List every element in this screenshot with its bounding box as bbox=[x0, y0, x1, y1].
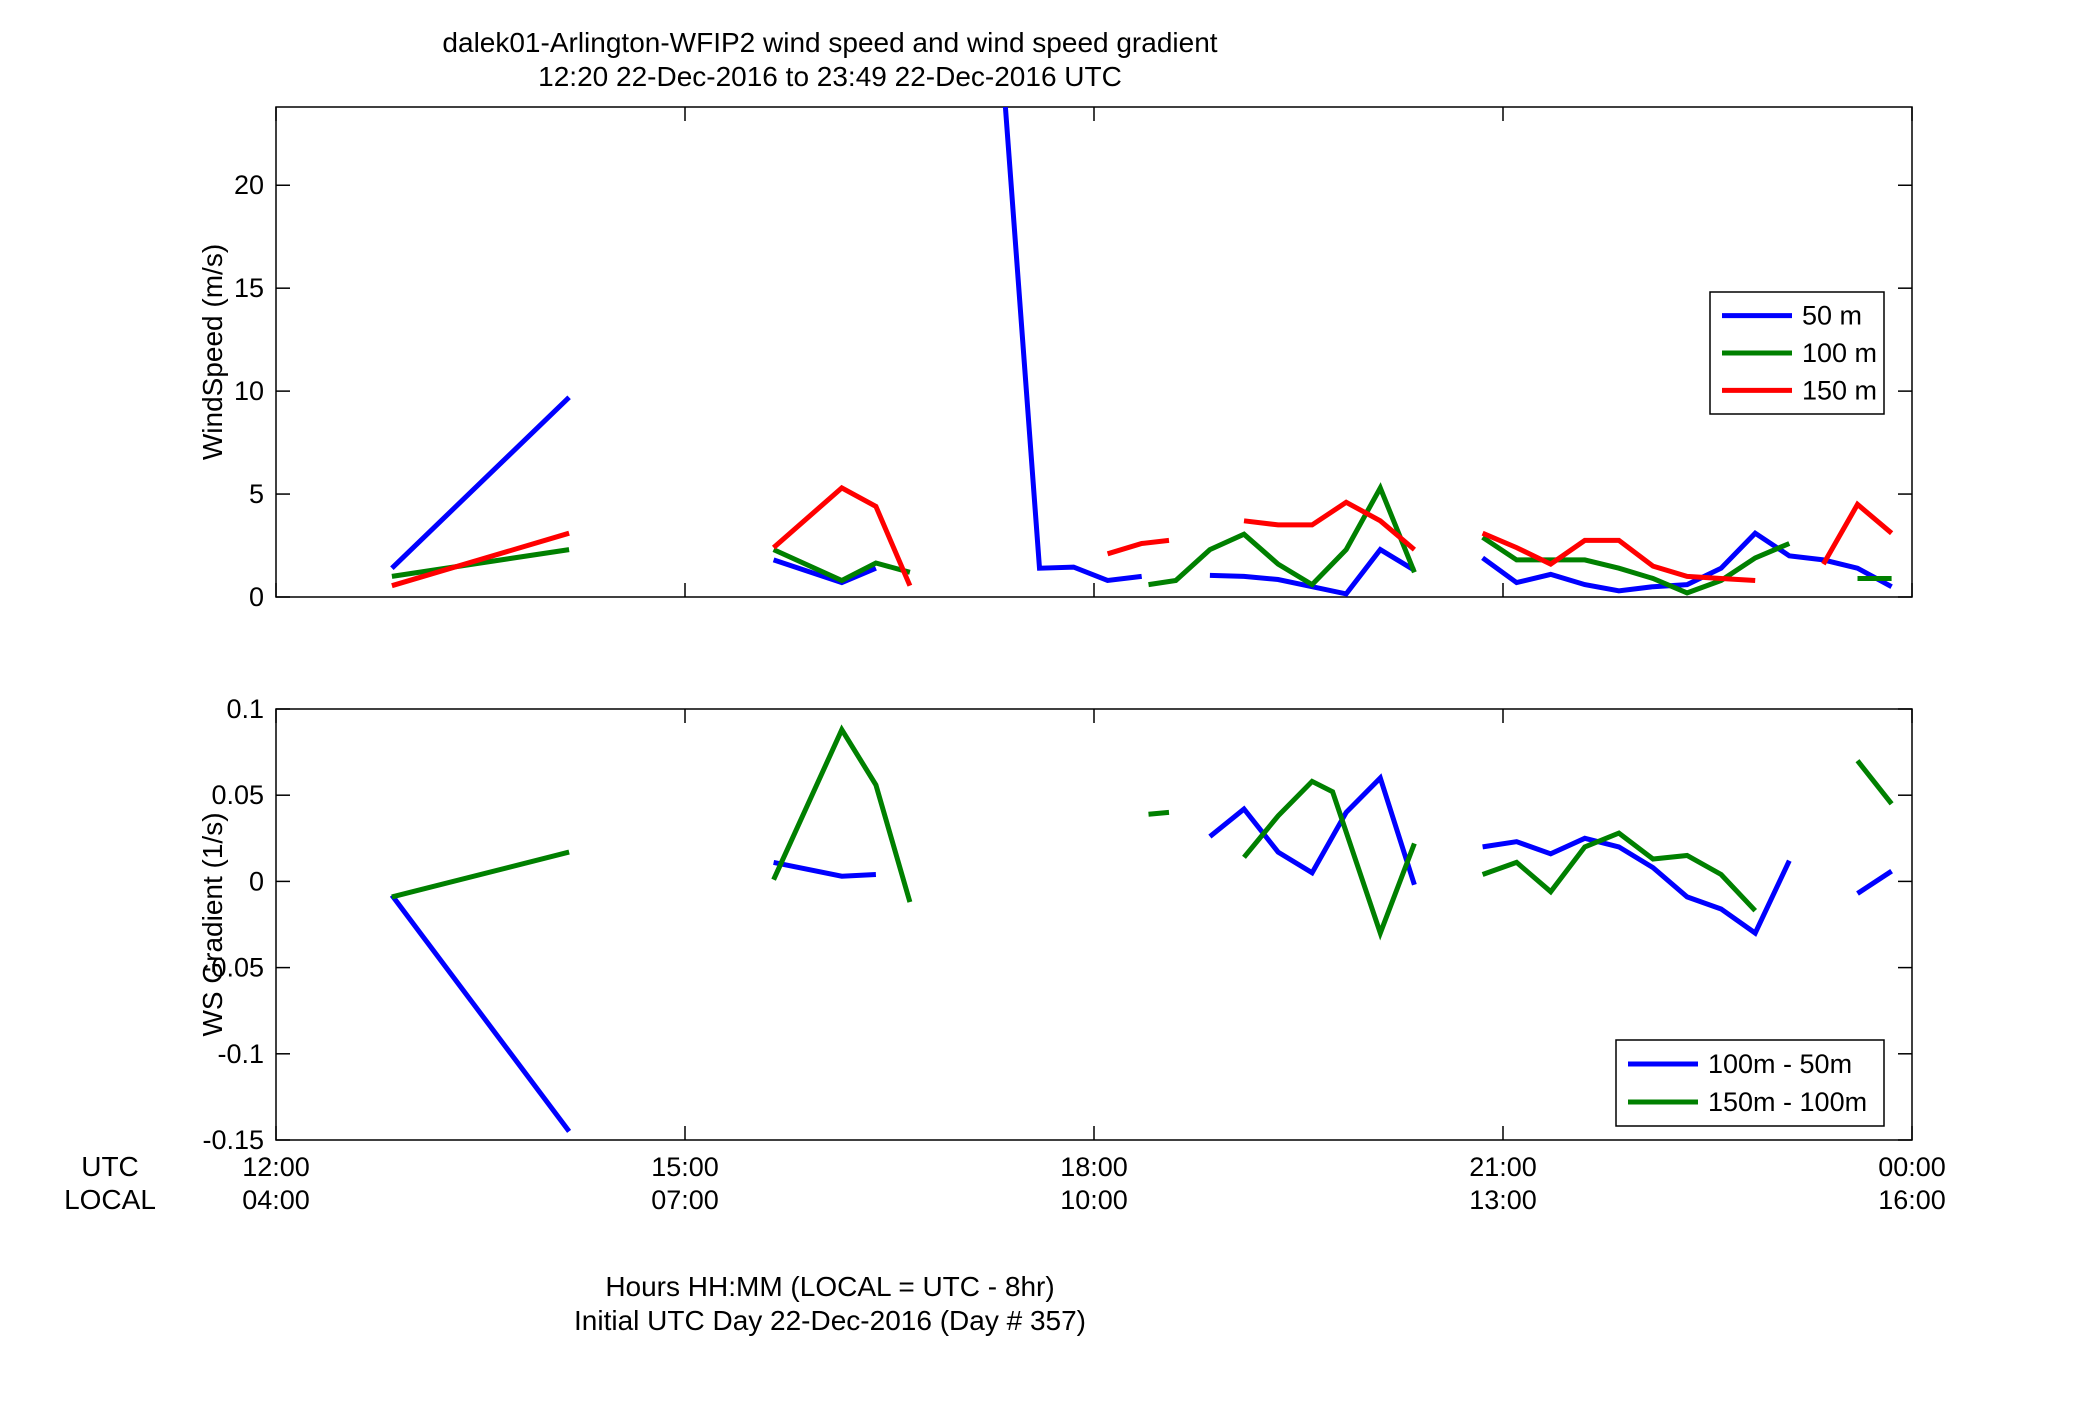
x-tick-label-utc: 21:00 bbox=[1469, 1152, 1537, 1182]
y-tick-label: 0.1 bbox=[226, 694, 264, 724]
x-tick-label-utc: 18:00 bbox=[1060, 1152, 1128, 1182]
series-line-150-m bbox=[391, 530, 570, 589]
series-line-100m-50m bbox=[389, 893, 572, 1133]
y-axis-label: WindSpeed (m/s) bbox=[197, 244, 228, 460]
series-line-100m-50m bbox=[1482, 835, 1792, 937]
y-tick-label: 20 bbox=[234, 170, 264, 200]
y-tick-label: -0.05 bbox=[202, 953, 264, 983]
x-tick-label-utc: 15:00 bbox=[651, 1152, 719, 1182]
windspeed-panel: 0 5 10 15 20 WindSpeed (m/s) 50 m 100 m 150 m bbox=[197, 106, 1913, 612]
utc-row-label: UTC bbox=[81, 1151, 139, 1182]
y-tick-label: 15 bbox=[234, 273, 264, 303]
local-row-label: LOCAL bbox=[64, 1184, 156, 1215]
series-line-150-m bbox=[1243, 499, 1417, 552]
series-line-150m-100m bbox=[391, 849, 570, 900]
series-line-150m-100m bbox=[771, 724, 913, 903]
legend: 100m - 50m 150m - 100m bbox=[1615, 1039, 1885, 1127]
series-line-150m-100m bbox=[1148, 809, 1170, 817]
series-lines bbox=[390, 107, 1894, 597]
series-line-150-m bbox=[771, 484, 913, 587]
series-line-150-m bbox=[1106, 537, 1170, 557]
series-line-100m-50m bbox=[773, 859, 877, 879]
ws-gradient-panel: -0.15 -0.1 -0.05 0 0.05 0.1 WS Gradient (1/s) 1… bbox=[197, 694, 1913, 1155]
chart-title-line1: dalek01-Arlington-WFIP2 wind speed and w… bbox=[442, 27, 1217, 58]
series-line-150m-100m bbox=[1855, 759, 1894, 806]
legend-label: 100 m bbox=[1802, 338, 1877, 368]
legend-label: 50 m bbox=[1802, 301, 1862, 331]
y-tick-label: 10 bbox=[234, 376, 264, 406]
x-tick-label-local: 10:00 bbox=[1060, 1185, 1128, 1215]
x-axis-label-line2: Initial UTC Day 22-Dec-2016 (Day # 357) bbox=[574, 1305, 1086, 1336]
series-line-150-m bbox=[1821, 500, 1894, 566]
legend-box bbox=[1615, 1039, 1885, 1127]
series-line-150m-100m bbox=[1481, 830, 1758, 913]
legend-label: 150m - 100m bbox=[1708, 1087, 1867, 1117]
series-line-100-m bbox=[391, 547, 570, 579]
x-tick-label-local: 16:00 bbox=[1878, 1185, 1946, 1215]
y-tick-label: -0.15 bbox=[202, 1125, 264, 1155]
y-tick-label: -0.1 bbox=[217, 1039, 264, 1069]
series-line-100m-50m bbox=[1208, 773, 1417, 886]
x-tick-label-local: 07:00 bbox=[651, 1185, 719, 1215]
x-tick-label-local: 04:00 bbox=[242, 1185, 310, 1215]
legend-label: 150 m bbox=[1802, 375, 1877, 405]
legend-label: 100m - 50m bbox=[1708, 1049, 1852, 1079]
series-line-100m-50m bbox=[1856, 869, 1893, 896]
x-tick-label-utc: 12:00 bbox=[242, 1152, 310, 1182]
x-axis-label-line1: Hours HH:MM (LOCAL = UTC - 8hr) bbox=[605, 1271, 1054, 1302]
x-tick-label-local: 13:00 bbox=[1469, 1185, 1537, 1215]
series-line-100-m bbox=[1148, 482, 1417, 588]
y-tick-label: 0 bbox=[249, 866, 264, 896]
chart-title-line2: 12:20 22-Dec-2016 to 23:49 22-Dec-2016 U… bbox=[538, 61, 1122, 92]
y-tick-label: 5 bbox=[249, 479, 264, 509]
series-line-100-m bbox=[1481, 535, 1791, 596]
series-line-150m-100m bbox=[1242, 778, 1417, 941]
y-tick-label: 0.05 bbox=[211, 780, 264, 810]
series-line-150-m bbox=[1481, 530, 1756, 583]
series-line-50-m bbox=[1002, 107, 1142, 584]
series-line-50-m bbox=[390, 395, 571, 570]
y-tick-label: 0 bbox=[249, 582, 264, 612]
series-lines bbox=[389, 724, 1894, 1133]
x-tick-label-utc: 00:00 bbox=[1878, 1152, 1946, 1182]
legend: 50 m 100 m 150 m bbox=[1709, 291, 1885, 415]
y-axis-label: WS Gradient (1/s) bbox=[197, 812, 228, 1036]
series-line-100-m bbox=[772, 547, 911, 584]
